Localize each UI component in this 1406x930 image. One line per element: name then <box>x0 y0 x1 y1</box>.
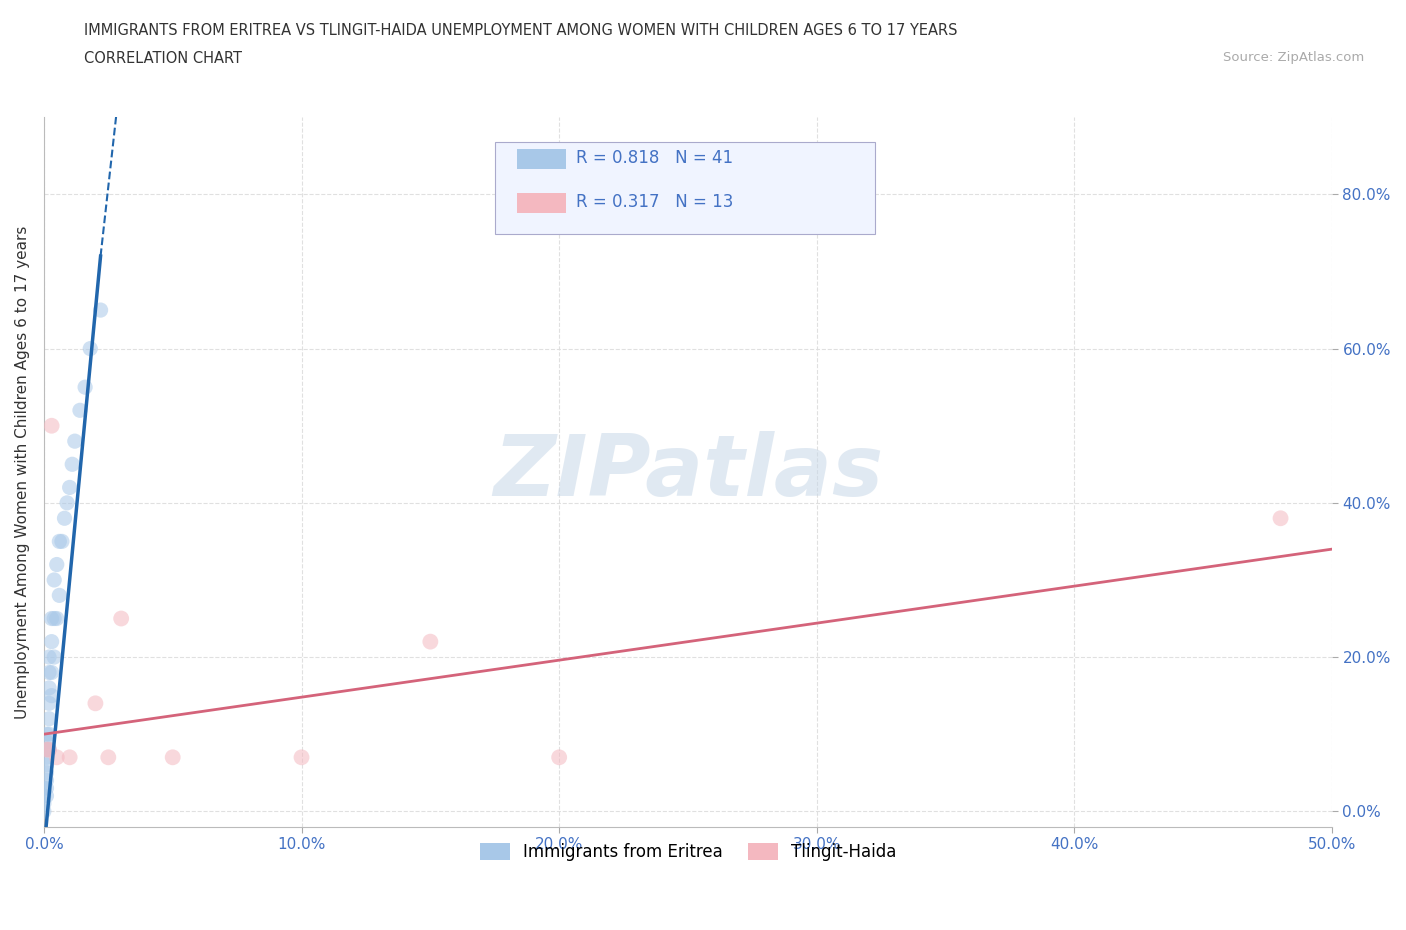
Point <box>41 688 63 703</box>
Point <box>56 496 79 511</box>
Point <box>32 780 55 795</box>
Point <box>35 765 58 780</box>
Point <box>63 433 86 448</box>
Point <box>38 681 60 696</box>
Point <box>38 742 60 757</box>
FancyBboxPatch shape <box>495 142 875 234</box>
Point <box>59 750 82 764</box>
Point <box>44 611 66 626</box>
Text: IMMIGRANTS FROM ERITREA VS TLINGIT-HAIDA UNEMPLOYMENT AMONG WOMEN WITH CHILDREN : IMMIGRANTS FROM ERITREA VS TLINGIT-HAIDA… <box>84 23 957 38</box>
Point <box>35 780 58 795</box>
Point <box>32 804 55 818</box>
Point <box>48 534 70 549</box>
Point <box>35 758 58 773</box>
Point <box>48 588 70 603</box>
Legend: Immigrants from Eritrea, Tlingit-Haida: Immigrants from Eritrea, Tlingit-Haida <box>472 836 903 868</box>
Point <box>35 750 58 764</box>
Text: Source: ZipAtlas.com: Source: ZipAtlas.com <box>1223 51 1364 64</box>
Point <box>41 665 63 680</box>
Point <box>35 773 58 788</box>
Point <box>53 511 76 525</box>
Point <box>38 696 60 711</box>
Point <box>51 534 73 549</box>
Point <box>44 650 66 665</box>
Point <box>69 403 91 418</box>
Point <box>38 742 60 757</box>
Point <box>419 634 441 649</box>
Point <box>41 418 63 433</box>
Text: CORRELATION CHART: CORRELATION CHART <box>84 51 242 66</box>
Bar <box>516 193 565 213</box>
Point <box>35 789 58 804</box>
Point <box>110 611 132 626</box>
Point <box>97 750 120 764</box>
Point <box>38 665 60 680</box>
Point <box>60 457 83 472</box>
Point <box>44 573 66 588</box>
Bar <box>516 149 565 169</box>
Point <box>45 557 67 572</box>
Point <box>79 341 101 356</box>
Point <box>32 789 55 804</box>
Point <box>75 379 97 394</box>
Text: ZIPatlas: ZIPatlas <box>494 431 883 513</box>
Point <box>84 696 107 711</box>
Point <box>162 750 184 764</box>
Point <box>41 611 63 626</box>
Point <box>90 302 112 317</box>
Point <box>35 742 58 757</box>
Point <box>38 650 60 665</box>
Point <box>290 750 312 764</box>
Point <box>1270 511 1292 525</box>
Point <box>548 750 571 764</box>
Point <box>59 480 82 495</box>
Point <box>32 796 55 811</box>
Point <box>35 742 58 757</box>
Text: R = 0.317   N = 13: R = 0.317 N = 13 <box>576 193 734 211</box>
Y-axis label: Unemployment Among Women with Children Ages 6 to 17 years: Unemployment Among Women with Children A… <box>15 225 30 719</box>
Point <box>38 726 60 741</box>
Text: R = 0.818   N = 41: R = 0.818 N = 41 <box>576 149 733 166</box>
Point <box>45 750 67 764</box>
Point <box>41 634 63 649</box>
Point <box>35 735 58 750</box>
Point <box>35 726 58 741</box>
Point <box>38 711 60 726</box>
Point <box>45 611 67 626</box>
